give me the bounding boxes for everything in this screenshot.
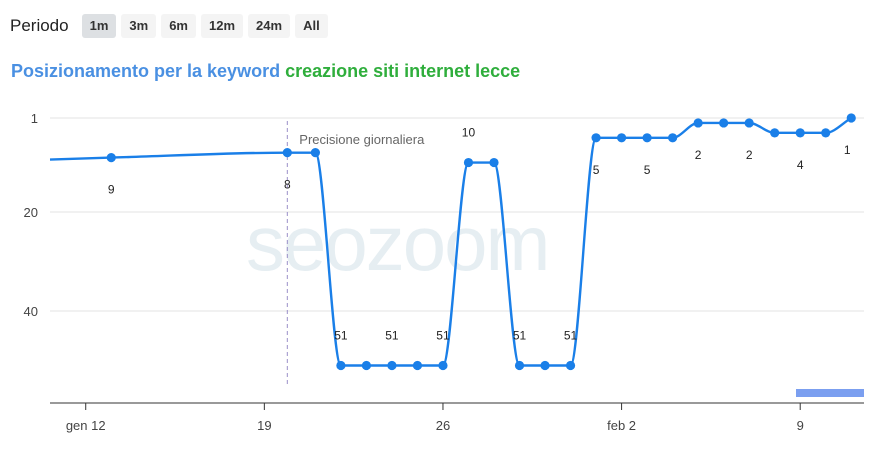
data-label: 51	[564, 329, 578, 343]
data-label: 51	[385, 329, 399, 343]
data-label: 9	[108, 183, 115, 197]
x-axis: gen 12 19 26 feb 2 9	[50, 402, 864, 433]
x-tick-label: 26	[436, 418, 450, 433]
data-point	[387, 360, 397, 371]
data-point	[591, 133, 601, 143]
data-point	[795, 128, 805, 138]
data-point	[412, 360, 423, 371]
period-1m-button[interactable]: 1m	[81, 14, 117, 38]
data-label: 5	[644, 163, 651, 177]
data-point	[565, 360, 576, 371]
period-12m-button[interactable]: 12m	[201, 14, 244, 38]
data-label: 51	[334, 329, 348, 343]
position-series	[49, 113, 856, 371]
annotation-label: Precisione giornaliera	[299, 132, 425, 147]
range-navigator-handle[interactable]	[796, 389, 864, 397]
data-point	[616, 133, 627, 143]
data-label: 2	[695, 148, 702, 162]
data-label: 8	[284, 178, 291, 192]
seozoom-watermark: seozoom	[246, 199, 549, 287]
data-point	[846, 113, 856, 123]
period-all-button[interactable]: All	[295, 14, 328, 38]
data-point	[540, 360, 550, 371]
point-labels: 9 8 51 51 51 10 51 51 5 5 2 2 4 1	[108, 126, 851, 343]
period-label: Periodo	[10, 16, 69, 35]
y-tick-label: 40	[24, 304, 38, 319]
x-tick-label: feb 2	[607, 418, 636, 433]
data-point	[821, 128, 831, 138]
data-point	[106, 153, 116, 163]
period-selector: Periodo 1m 3m 6m 12m 24m All	[10, 14, 328, 38]
data-point	[770, 128, 780, 138]
data-point	[336, 360, 346, 371]
data-point	[693, 118, 703, 128]
x-tick-label: gen 12	[66, 418, 106, 433]
data-point	[719, 118, 729, 128]
data-label: 1	[844, 143, 851, 157]
y-tick-label: 20	[24, 205, 38, 220]
y-tick-label: 1	[31, 111, 38, 126]
data-point	[668, 133, 678, 143]
data-point	[438, 360, 448, 371]
data-point	[514, 360, 525, 371]
data-point	[310, 148, 320, 158]
data-label: 10	[462, 126, 476, 140]
data-label: 4	[797, 158, 804, 172]
period-24m-button[interactable]: 24m	[248, 14, 291, 38]
title-prefix: Posizionamento per la keyword	[11, 61, 281, 81]
period-6m-button[interactable]: 6m	[161, 14, 196, 38]
data-label: 2	[746, 148, 753, 162]
data-point	[642, 133, 652, 143]
data-point	[744, 118, 754, 128]
x-tick-label: 19	[257, 418, 271, 433]
data-label: 51	[436, 329, 450, 343]
chart-title: Posizionamento per la keyword creazione …	[11, 61, 520, 82]
data-label: 5	[593, 163, 600, 177]
data-label: 51	[513, 329, 527, 343]
period-3m-button[interactable]: 3m	[121, 14, 157, 38]
data-point	[282, 148, 292, 158]
data-point	[463, 157, 474, 168]
data-point	[361, 360, 372, 371]
daily-precision-annotation: Precisione giornaliera	[286, 121, 425, 385]
x-tick-label: 9	[797, 418, 804, 433]
grid-lines	[50, 117, 864, 312]
title-keyword: creazione siti internet lecce	[285, 61, 521, 81]
y-axis: 1 20 40	[24, 111, 38, 319]
data-point	[489, 157, 499, 168]
